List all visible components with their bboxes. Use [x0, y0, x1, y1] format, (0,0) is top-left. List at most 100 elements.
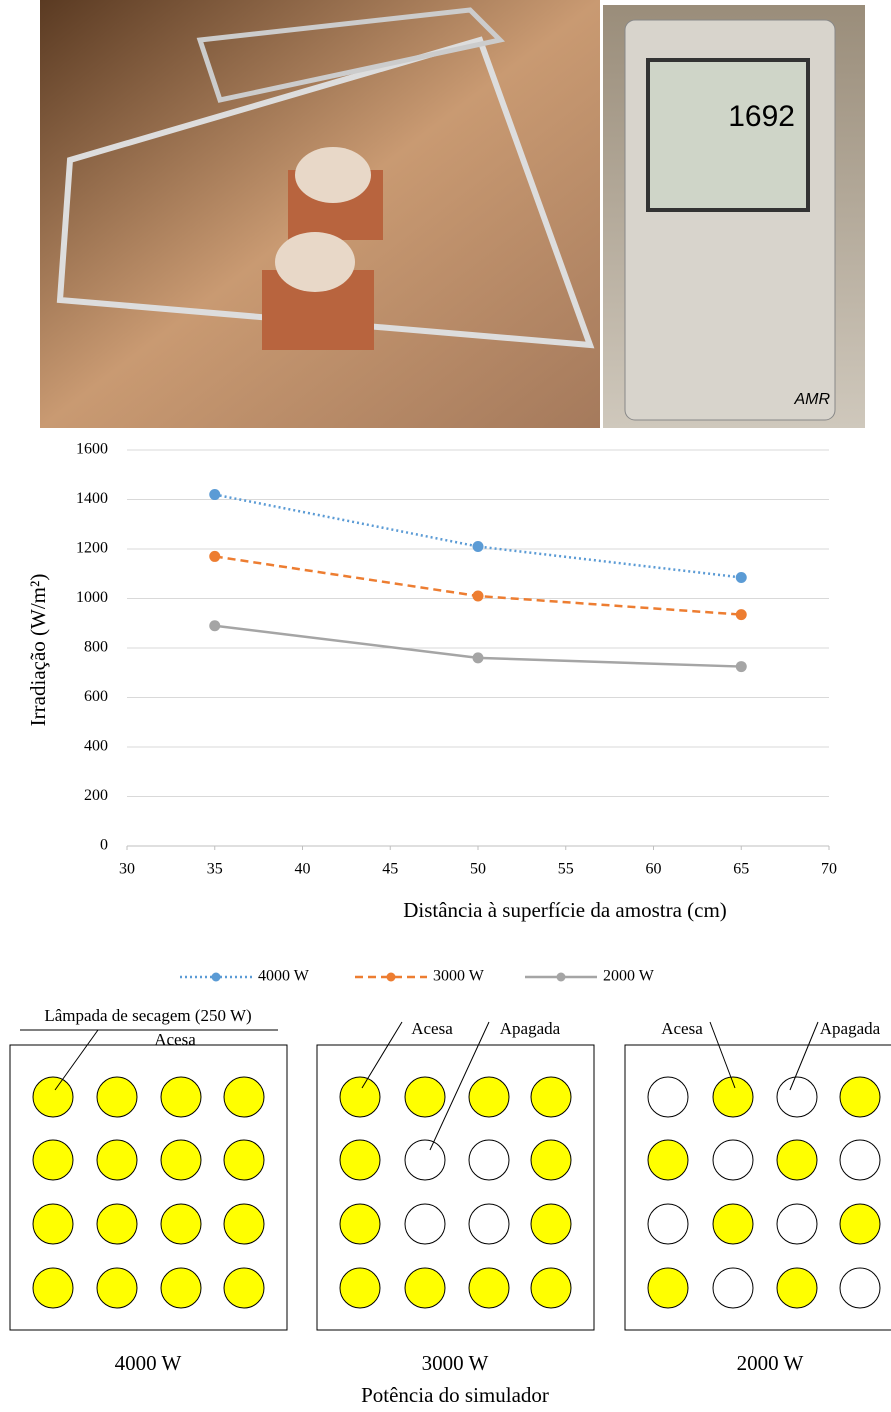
lamp [839, 1203, 881, 1245]
meter-reading: 1692 [728, 100, 795, 133]
lamp [339, 1203, 381, 1245]
lamp [160, 1203, 202, 1245]
lamp [530, 1203, 572, 1245]
marker [735, 661, 747, 673]
lamp [776, 1267, 818, 1309]
on-label: Acesa [661, 1019, 703, 1038]
x-tick-label: 40 [295, 861, 311, 878]
y-tick-label: 800 [84, 639, 108, 656]
lamp [839, 1267, 881, 1309]
lamp [32, 1139, 74, 1181]
lamp [32, 1267, 74, 1309]
lamp [530, 1139, 572, 1181]
x-tick-label: 65 [733, 861, 749, 878]
lamp [223, 1139, 265, 1181]
lamp [223, 1267, 265, 1309]
photo-chamber [40, 0, 600, 428]
x-tick-label: 55 [558, 861, 574, 878]
y-tick-label: 600 [84, 688, 108, 705]
lamp [647, 1076, 689, 1118]
on-label: Acesa [154, 1030, 196, 1049]
lamp-label: Lâmpada de secagem (250 W) [44, 1006, 251, 1025]
on-label: Acesa [411, 1019, 453, 1038]
legend-marker [211, 972, 221, 982]
marker [735, 571, 747, 583]
lamp [468, 1139, 510, 1181]
x-axis-label: Distância à superfície da amostra (cm) [403, 898, 727, 922]
lamp [160, 1267, 202, 1309]
x-tick-label: 30 [119, 861, 135, 878]
x-tick-label: 70 [821, 861, 837, 878]
y-tick-label: 200 [84, 787, 108, 804]
x-tick-label: 60 [646, 861, 662, 878]
lamp [647, 1203, 689, 1245]
lamp [160, 1139, 202, 1181]
lamp [712, 1139, 754, 1181]
lamp [339, 1267, 381, 1309]
lamp [530, 1076, 572, 1118]
x-tick-label: 45 [382, 861, 398, 878]
lamp [839, 1076, 881, 1118]
off-label: Apagada [820, 1019, 881, 1038]
lamp [776, 1139, 818, 1181]
lamp [96, 1203, 138, 1245]
marker [472, 652, 484, 664]
lamp [339, 1076, 381, 1118]
y-tick-label: 0 [100, 837, 108, 854]
marker [472, 590, 484, 602]
leaders [54, 1021, 819, 1151]
lamp [404, 1267, 446, 1309]
diagram [9, 1044, 891, 1331]
lamp [32, 1203, 74, 1245]
x-tick-label: 50 [470, 861, 486, 878]
panel-label: 3000 W [422, 1351, 489, 1375]
legend-marker [556, 972, 566, 982]
lamp [712, 1203, 754, 1245]
lamp [468, 1203, 510, 1245]
lamp [647, 1267, 689, 1309]
marker [472, 541, 484, 553]
lamp [223, 1203, 265, 1245]
legend-marker [386, 972, 396, 982]
legend-label: 2000 W [603, 968, 655, 985]
lamp [712, 1267, 754, 1309]
marker [209, 489, 221, 501]
lamp [96, 1076, 138, 1118]
x-tick-label: 35 [207, 861, 223, 878]
y-tick-label: 1200 [76, 540, 108, 557]
series-line [214, 493, 742, 579]
lamp [404, 1139, 446, 1181]
meter-brand: AMR [793, 391, 830, 408]
lamp [160, 1076, 202, 1118]
lamp [530, 1267, 572, 1309]
off-label: Apagada [500, 1019, 561, 1038]
y-tick-label: 1000 [76, 589, 108, 606]
y-tick-label: 1400 [76, 490, 108, 507]
lamp [776, 1203, 818, 1245]
photo-meter: 1692 AMR [603, 5, 865, 428]
marker [735, 609, 747, 621]
lamp [404, 1076, 446, 1118]
lamp [647, 1139, 689, 1181]
lamp [839, 1139, 881, 1181]
y-axis-label: Irradiação (W/m²) [26, 574, 50, 727]
lamp [96, 1267, 138, 1309]
lamp [404, 1203, 446, 1245]
marker [209, 550, 221, 562]
legend-label: 3000 W [433, 968, 485, 985]
caption: Potência do simulador [361, 1383, 549, 1407]
lamp [96, 1139, 138, 1181]
y-tick-label: 1600 [76, 441, 108, 458]
panel-label: 4000 W [115, 1351, 182, 1375]
panel-label: 2000 W [737, 1351, 804, 1375]
lamp [776, 1076, 818, 1118]
lamp [468, 1267, 510, 1309]
lamp [32, 1076, 74, 1118]
lamp [712, 1076, 754, 1118]
y-tick-label: 400 [84, 738, 108, 755]
lamp [223, 1076, 265, 1118]
lamp [468, 1076, 510, 1118]
lamp [339, 1139, 381, 1181]
